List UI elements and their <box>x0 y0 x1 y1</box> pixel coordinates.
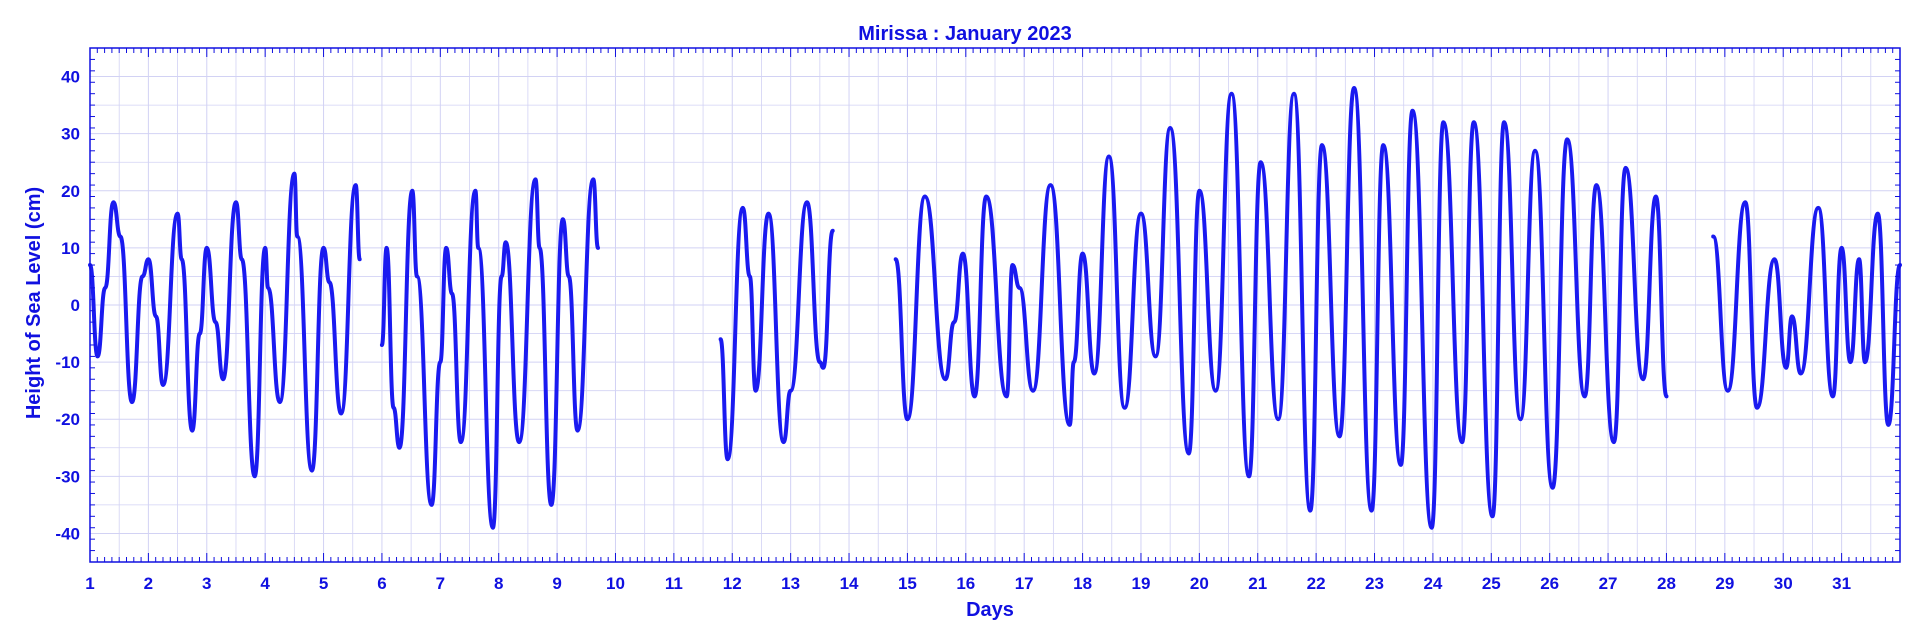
x-tick-label: 15 <box>898 574 917 593</box>
x-tick-label: 11 <box>665 574 683 593</box>
x-tick-label: 27 <box>1599 574 1618 593</box>
y-tick-label: 30 <box>61 125 80 144</box>
x-tick-label: 4 <box>260 574 270 593</box>
x-axis-label: Days <box>966 599 1014 621</box>
x-tick-label: 5 <box>319 574 328 593</box>
x-tick-label: 25 <box>1482 574 1501 593</box>
x-tick-label: 9 <box>552 574 561 593</box>
x-tick-label: 18 <box>1073 574 1092 593</box>
y-tick-labels: -40 -30 -20 -10 0 10 20 30 40 <box>55 68 80 544</box>
x-tick-label: 1 <box>85 574 94 593</box>
x-tick-label: 23 <box>1365 574 1384 593</box>
x-tick-label: 6 <box>377 574 386 593</box>
x-tick-label: 31 <box>1832 574 1851 593</box>
series-layer <box>88 86 1902 530</box>
y-axis-label: Height of Sea Level (cm) <box>23 187 45 419</box>
x-tick-label: 13 <box>781 574 800 593</box>
chart-title: Mirissa : January 2023 <box>858 23 1071 45</box>
x-tick-label: 10 <box>606 574 625 593</box>
y-tick-label: 40 <box>61 68 80 87</box>
y-tick-label: 10 <box>61 239 80 258</box>
y-tick-label: -20 <box>55 410 80 429</box>
x-tick-label: 24 <box>1423 574 1442 593</box>
x-tick-labels: 1 2 3 4 5 6 7 8 9 10 11 12 13 14 15 16 17 18 19 20 21 22 23 24 2… <box>85 574 1851 593</box>
x-tick-label: 29 <box>1715 574 1734 593</box>
series-line <box>379 177 600 530</box>
y-tick-label: -10 <box>55 353 80 372</box>
x-tick-label: 30 <box>1774 574 1793 593</box>
x-tick-label: 2 <box>144 574 153 593</box>
x-tick-label: 20 <box>1190 574 1209 593</box>
x-tick-label: 22 <box>1307 574 1326 593</box>
series-line <box>893 86 1669 530</box>
x-tick-label: 17 <box>1015 574 1034 593</box>
series-line <box>88 171 362 479</box>
series-line <box>1711 200 1902 427</box>
x-tick-label: 7 <box>436 574 445 593</box>
x-tick-label: 19 <box>1132 574 1151 593</box>
x-tick-label: 3 <box>202 574 211 593</box>
y-tick-label: 0 <box>71 296 80 315</box>
series-line <box>718 200 835 462</box>
y-tick-label: -40 <box>55 524 80 543</box>
x-tick-label: 8 <box>494 574 503 593</box>
y-tick-label: 20 <box>61 182 80 201</box>
minor-ticks <box>89 47 1901 563</box>
y-tick-label: -30 <box>55 467 80 486</box>
x-tick-label: 28 <box>1657 574 1676 593</box>
x-tick-label: 16 <box>956 574 975 593</box>
x-tick-label: 21 <box>1248 574 1267 593</box>
x-tick-label: 12 <box>723 574 742 593</box>
x-tick-label: 14 <box>840 574 859 593</box>
x-tick-label: 26 <box>1540 574 1559 593</box>
